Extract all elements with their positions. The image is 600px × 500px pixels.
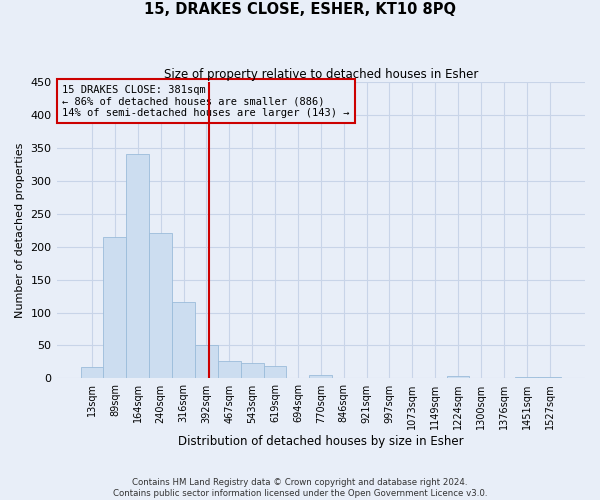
Bar: [218, 362, 241, 378]
Bar: [103, 238, 127, 378]
Title: Size of property relative to detached houses in Esher: Size of property relative to detached ho…: [164, 68, 478, 80]
Bar: [310, 374, 332, 378]
Text: 15, DRAKES CLOSE, ESHER, KT10 8PQ: 15, DRAKES CLOSE, ESHER, KT10 8PQ: [144, 2, 456, 18]
Bar: [241, 362, 263, 378]
Bar: [446, 376, 469, 378]
Y-axis label: Number of detached properties: Number of detached properties: [15, 142, 25, 318]
Bar: [263, 366, 286, 378]
Bar: [127, 154, 149, 378]
Bar: [149, 232, 172, 378]
Bar: [515, 377, 538, 378]
Bar: [80, 366, 103, 378]
X-axis label: Distribution of detached houses by size in Esher: Distribution of detached houses by size …: [178, 434, 464, 448]
Text: 15 DRAKES CLOSE: 381sqm
← 86% of detached houses are smaller (886)
14% of semi-d: 15 DRAKES CLOSE: 381sqm ← 86% of detache…: [62, 84, 349, 118]
Text: Contains HM Land Registry data © Crown copyright and database right 2024.
Contai: Contains HM Land Registry data © Crown c…: [113, 478, 487, 498]
Bar: [195, 345, 218, 378]
Bar: [538, 377, 561, 378]
Bar: [172, 302, 195, 378]
